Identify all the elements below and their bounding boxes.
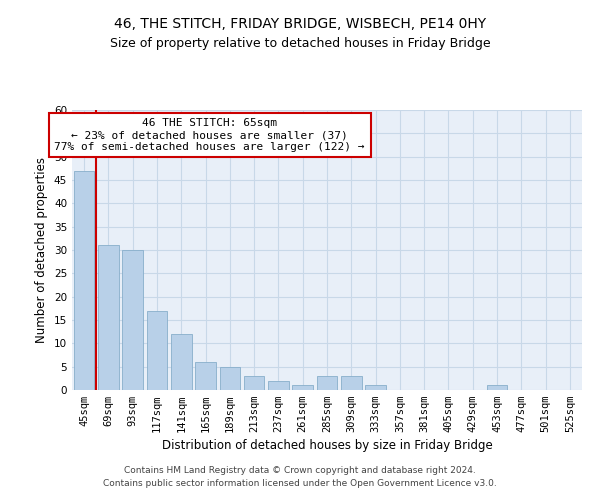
Bar [98,246,119,390]
Text: 46 THE STITCH: 65sqm
← 23% of detached houses are smaller (37)
77% of semi-detac: 46 THE STITCH: 65sqm ← 23% of detached h… [55,118,365,152]
Bar [244,376,265,390]
Bar [341,376,362,390]
Bar [171,334,191,390]
Bar [74,170,94,390]
Bar [122,250,143,390]
Bar [487,386,508,390]
Y-axis label: Number of detached properties: Number of detached properties [35,157,49,343]
Bar [146,310,167,390]
Text: Contains HM Land Registry data © Crown copyright and database right 2024.
Contai: Contains HM Land Registry data © Crown c… [103,466,497,487]
X-axis label: Distribution of detached houses by size in Friday Bridge: Distribution of detached houses by size … [161,440,493,452]
Bar [195,362,216,390]
Bar [268,380,289,390]
Bar [292,386,313,390]
Bar [317,376,337,390]
Text: 46, THE STITCH, FRIDAY BRIDGE, WISBECH, PE14 0HY: 46, THE STITCH, FRIDAY BRIDGE, WISBECH, … [114,18,486,32]
Bar [220,366,240,390]
Text: Size of property relative to detached houses in Friday Bridge: Size of property relative to detached ho… [110,38,490,51]
Bar [365,386,386,390]
